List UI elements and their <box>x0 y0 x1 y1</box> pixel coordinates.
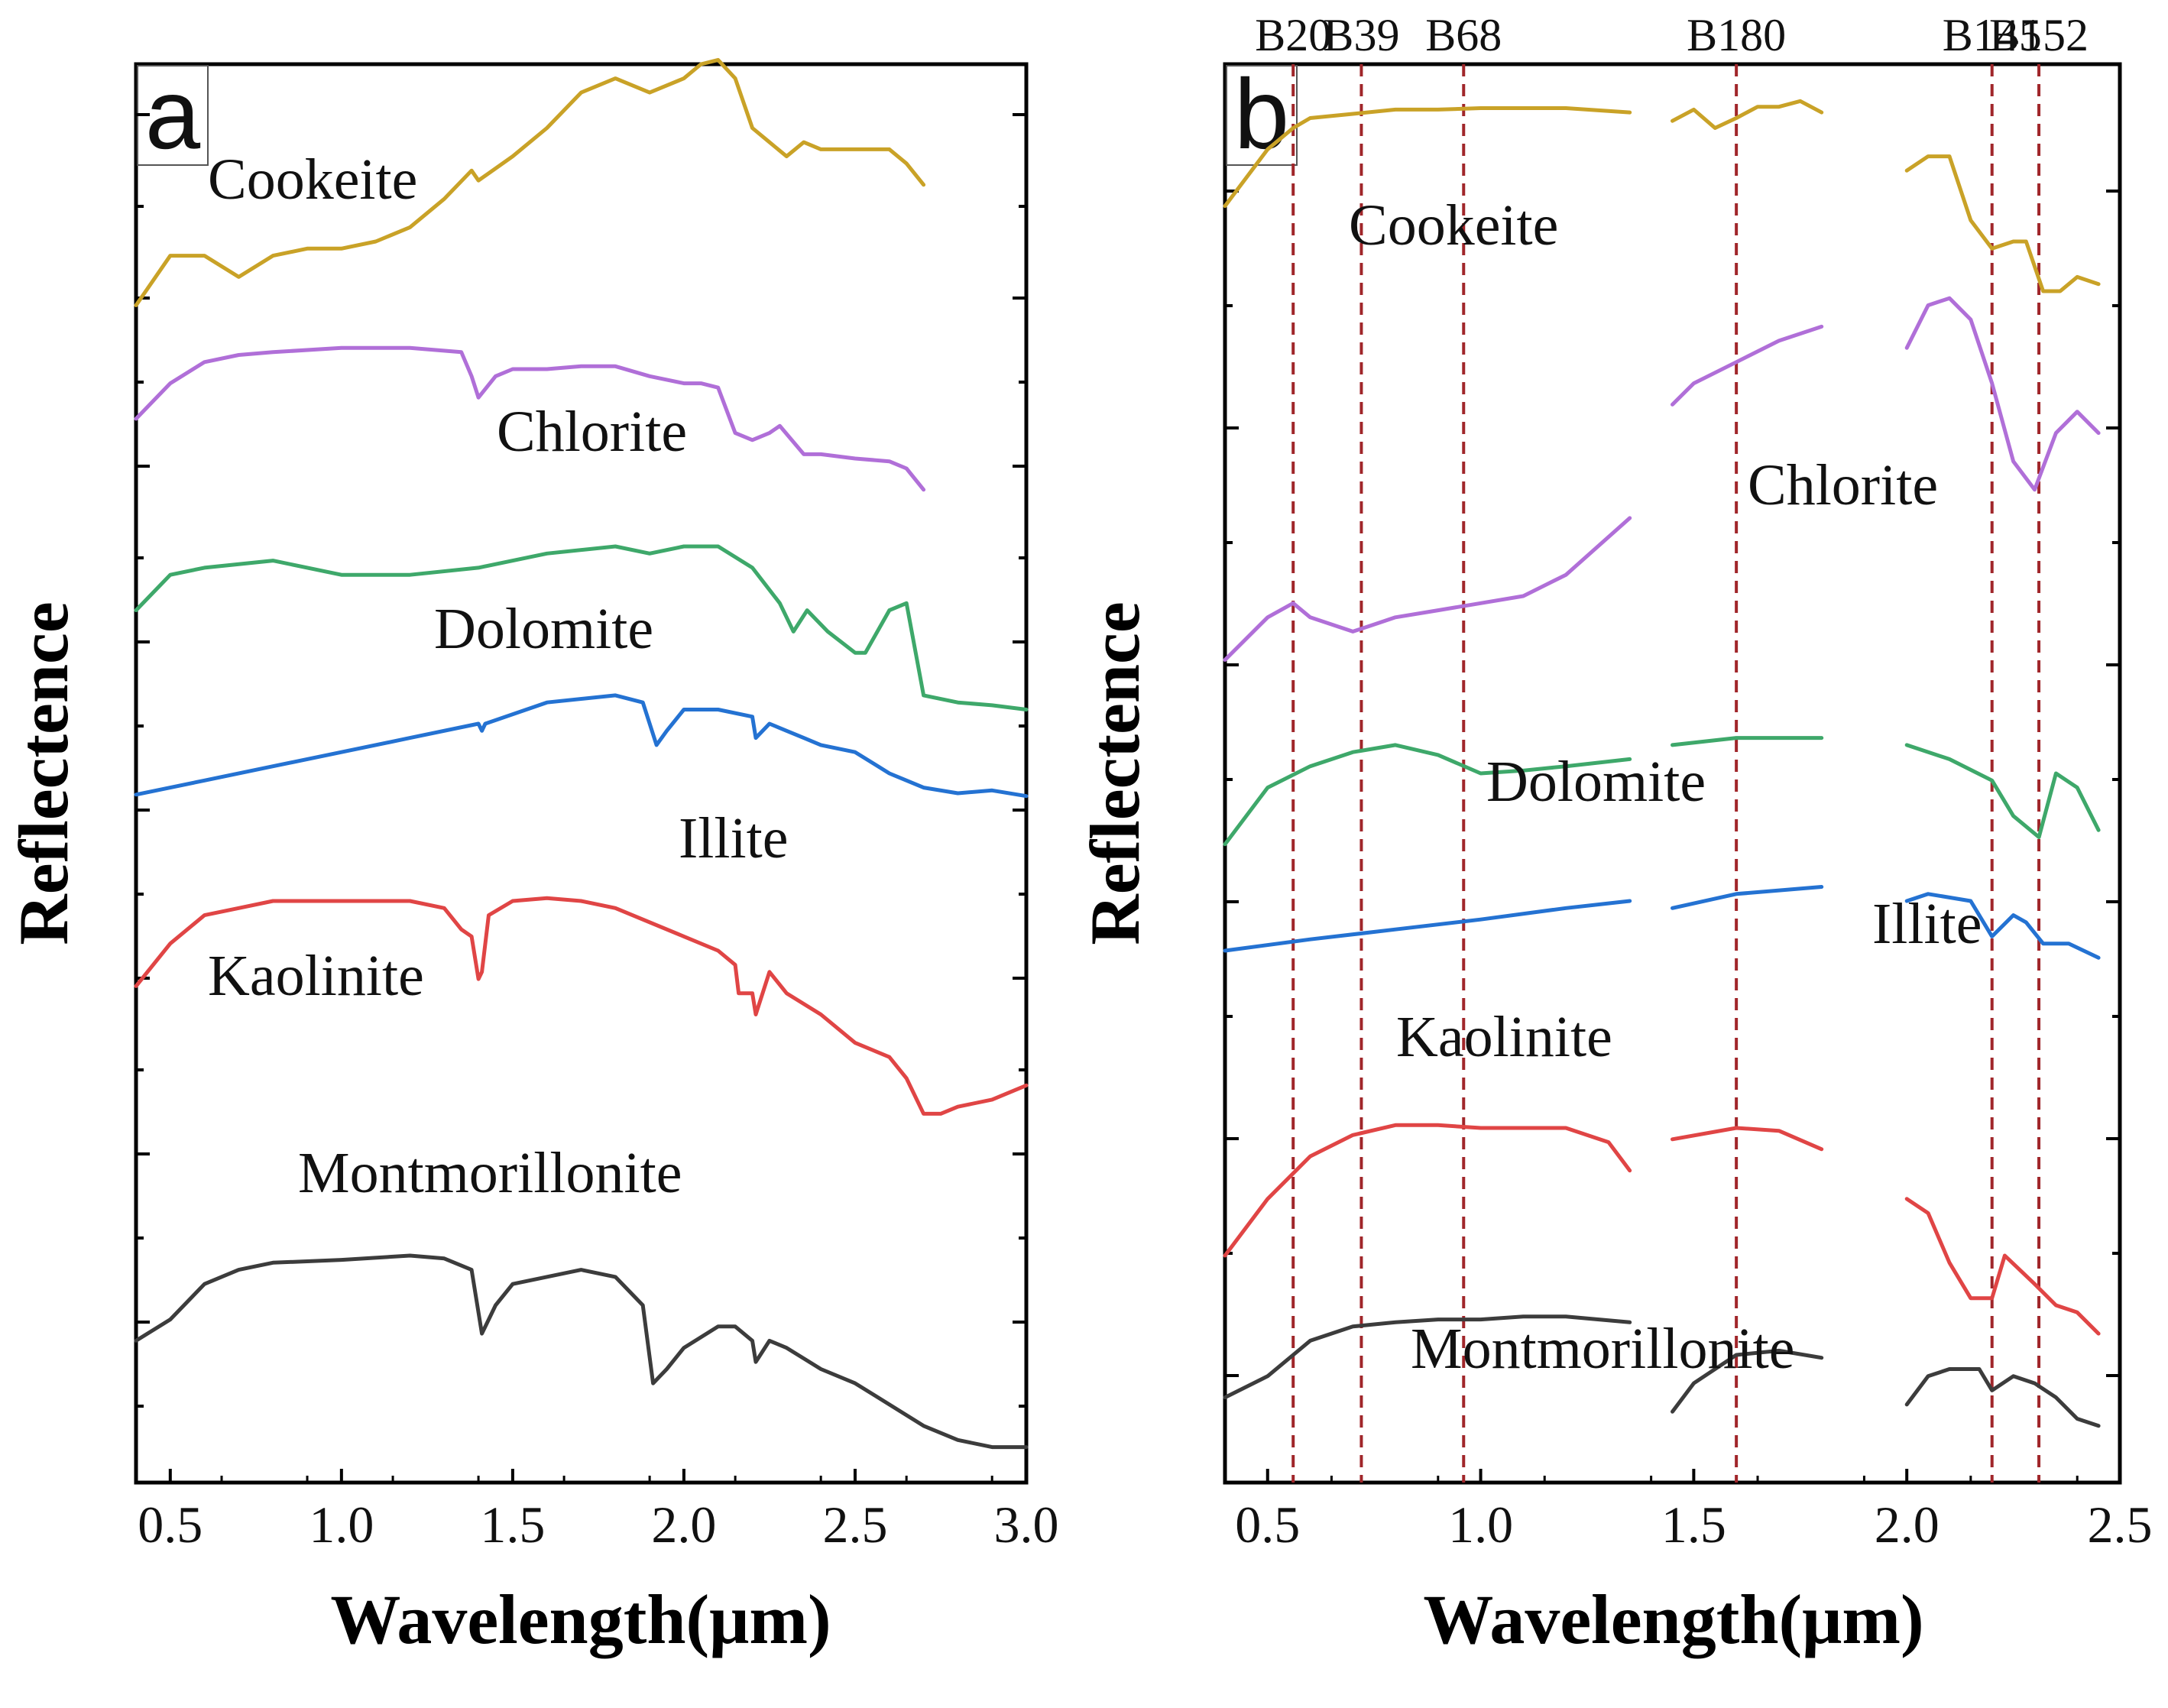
x-tick-label: 3.0 <box>994 1496 1059 1554</box>
curve-label-montmorillonite: Montmorillonite <box>298 1141 682 1205</box>
series-chlorite-segment-3 <box>1904 296 2101 492</box>
band-label-b68: B68 <box>1425 10 1502 60</box>
series-dolomite <box>134 544 1029 711</box>
curve-label-cookeite: Cookeite <box>208 147 417 212</box>
x-tick-label: 2.0 <box>1875 1496 1940 1554</box>
plot-frame <box>1223 62 2122 1485</box>
band-label-b145: B145 <box>1943 10 2042 60</box>
series-kaolinite-segment-2 <box>1671 1126 1824 1152</box>
curve-label-chlorite: Chlorite <box>497 400 687 464</box>
series-cookeite-segment-3 <box>1904 154 2101 293</box>
series-illite-segment-3 <box>1904 892 2101 960</box>
x-tick-label: 1.0 <box>1448 1496 1513 1554</box>
series-kaolinite <box>134 896 1029 1116</box>
x-tick-label: 1.5 <box>480 1496 545 1554</box>
x-tick-label: 1.0 <box>309 1496 374 1554</box>
panel-letter-box <box>1226 65 1298 166</box>
band-label-b152: B152 <box>1989 10 2089 60</box>
x-tick-label: 1.5 <box>1661 1496 1726 1554</box>
x-tick-label: 0.5 <box>138 1496 203 1554</box>
series-chlorite <box>134 345 926 492</box>
series-chlorite-segment-2 <box>1671 324 1824 407</box>
panel-letter: b <box>1234 58 1289 170</box>
series-cookeite-segment-2 <box>1671 99 1824 130</box>
x-axis-title: Wavelength(μm) <box>330 1580 831 1658</box>
plot-frame <box>134 62 1029 1485</box>
series-montmorillonite-segment-3 <box>1904 1367 2101 1428</box>
x-tick-label: 0.5 <box>1235 1496 1300 1554</box>
x-tick-label: 2.5 <box>2088 1496 2153 1554</box>
series-illite-segment-1 <box>1223 899 1632 953</box>
series-dolomite-segment-1 <box>1223 743 1632 847</box>
series-dolomite-segment-3 <box>1904 743 2101 839</box>
x-axis-title: Wavelength(μm) <box>1423 1580 1923 1658</box>
series-cookeite-segment-1 <box>1223 106 1632 209</box>
series-cookeite <box>134 57 926 307</box>
y-axis-title: Reflectence <box>1076 601 1154 945</box>
curve-label-kaolinite: Kaolinite <box>1396 1005 1612 1069</box>
series-chlorite-segment-1 <box>1223 516 1632 662</box>
curve-label-cookeite: Cookeite <box>1349 193 1558 258</box>
series-montmorillonite-segment-2 <box>1671 1348 1824 1414</box>
series-illite <box>134 693 1029 799</box>
curve-label-dolomite: Dolomite <box>434 597 653 661</box>
series-kaolinite-segment-1 <box>1223 1123 1632 1258</box>
series-montmorillonite <box>134 1253 1029 1450</box>
curve-label-chlorite: Chlorite <box>1748 453 1938 517</box>
series-illite-segment-2 <box>1671 885 1824 910</box>
curve-label-illite: Illite <box>1872 892 1982 956</box>
y-axis-title: Reflectence <box>5 601 83 945</box>
series-montmorillonite-segment-1 <box>1223 1314 1632 1400</box>
band-label-b20: B20 <box>1255 10 1331 60</box>
curve-label-montmorillonite: Montmorillonite <box>1411 1317 1794 1381</box>
panel-a: a 0.5 1.0 1.5 2.0 2.5 3.0 Cookeite Chlorite Dolom… <box>5 57 1059 1658</box>
series-dolomite-segment-2 <box>1671 736 1824 747</box>
x-tick-label: 2.5 <box>822 1496 887 1554</box>
curve-label-kaolinite: Kaolinite <box>208 944 424 1008</box>
curve-label-illite: Illite <box>679 806 789 870</box>
curve-label-dolomite: Dolomite <box>1486 750 1706 814</box>
series-kaolinite-segment-3 <box>1904 1197 2101 1336</box>
band-label-b39: B39 <box>1323 10 1399 60</box>
x-tick-label: 2.0 <box>651 1496 716 1554</box>
panel-letter: a <box>145 58 201 170</box>
band-label-b180: B180 <box>1687 10 1786 60</box>
